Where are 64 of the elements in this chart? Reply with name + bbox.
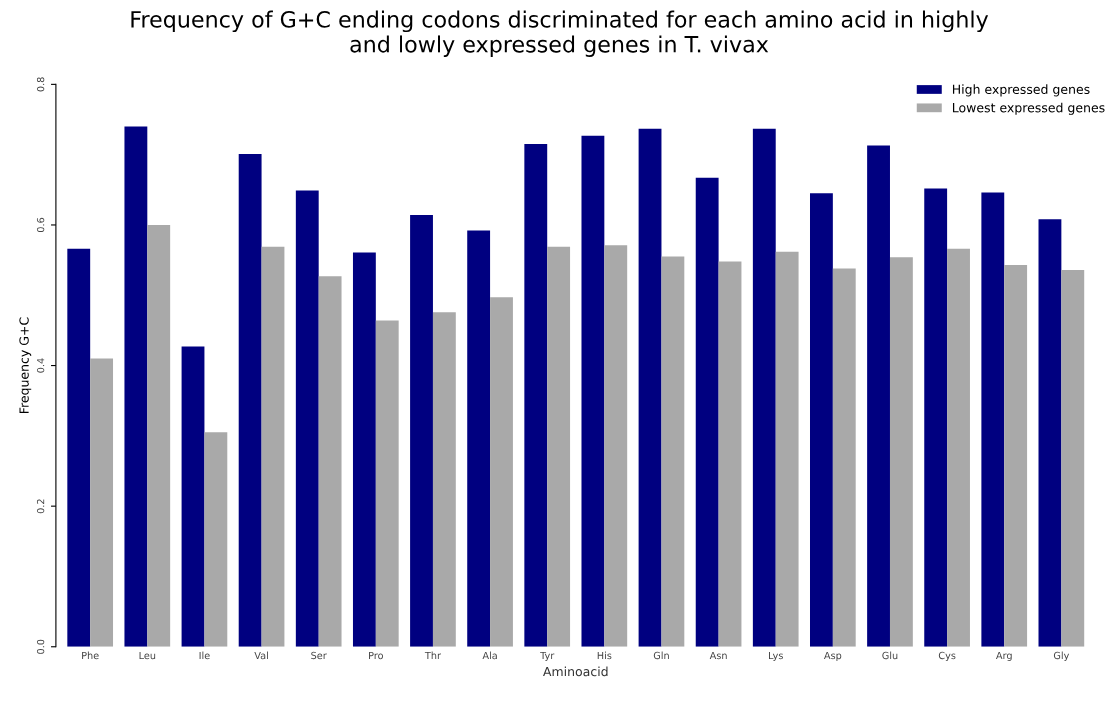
- bar: [181, 346, 205, 647]
- bar: [695, 177, 719, 647]
- x-tick-label: Glu: [882, 651, 898, 660]
- bar: [352, 252, 376, 647]
- x-tick-label: Tyr: [540, 651, 555, 662]
- x-axis-title: Aminoacid: [543, 666, 608, 677]
- y-tick-label: 0.6: [36, 217, 45, 233]
- x-tick-label: Phe: [82, 651, 99, 660]
- x-tick-label: Ser: [311, 651, 327, 660]
- x-tick-label: Cys: [938, 651, 956, 662]
- bar: [524, 144, 548, 647]
- bar: [810, 193, 833, 647]
- bar: [775, 251, 799, 647]
- bar: [867, 145, 890, 647]
- x-tick-label: Arg: [995, 651, 1012, 662]
- x-tick-label: Thr: [424, 651, 441, 660]
- y-tick-label: 0.2: [36, 499, 45, 514]
- bar: [124, 126, 148, 647]
- y-axis-title: Frequency G+C: [19, 317, 32, 414]
- bar: [238, 153, 262, 647]
- bar: [295, 190, 319, 647]
- x-tick-label: Gly: [1053, 651, 1070, 662]
- bar: [261, 246, 285, 647]
- bar: [147, 224, 171, 647]
- bar: [947, 248, 970, 647]
- bar: [318, 276, 342, 647]
- x-tick-label: Asp: [823, 651, 842, 662]
- bar: [604, 245, 628, 647]
- bar: [410, 215, 433, 647]
- bar: [889, 257, 913, 647]
- bar: [924, 188, 948, 647]
- bar: [204, 432, 228, 647]
- bar: [661, 256, 685, 647]
- y-tick-label: 0.0: [36, 639, 45, 654]
- bar: [490, 297, 513, 647]
- x-tick-label: Pro: [369, 651, 383, 660]
- bar: [90, 358, 114, 647]
- bar: [467, 230, 491, 647]
- y-tick-label: 0.4: [36, 358, 45, 373]
- bar: [581, 135, 605, 647]
- x-tick-label: Asn: [709, 651, 727, 660]
- x-tick-label: Gln: [653, 651, 669, 660]
- x-tick-label: Lys: [769, 651, 783, 662]
- legend-label: High expressed genes: [952, 84, 1090, 97]
- bar: [752, 128, 776, 647]
- chart-title: Frequency of G+C ending codons discriminated for each amino acid in highly and lowly expressed genes in T. vivax: [131, 10, 989, 57]
- x-tick-label: Val: [254, 651, 268, 660]
- bar: [432, 312, 456, 647]
- bar: [718, 261, 742, 647]
- bar: [375, 320, 399, 647]
- bar: [547, 246, 571, 647]
- bar: [638, 128, 662, 647]
- bar: [981, 192, 1005, 647]
- bar: [1004, 265, 1028, 647]
- bar: [67, 248, 91, 647]
- y-tick-label: 0.8: [36, 77, 45, 92]
- bar: [1061, 269, 1085, 647]
- bar: [1038, 219, 1062, 647]
- x-tick-label: Leu: [139, 651, 156, 660]
- legend-label: Lowest expressed genes: [952, 102, 1105, 115]
- bar: [832, 268, 856, 647]
- x-tick-label: Ala: [482, 651, 497, 660]
- x-tick-label: Ile: [199, 651, 210, 660]
- x-tick-label: His: [597, 651, 612, 660]
